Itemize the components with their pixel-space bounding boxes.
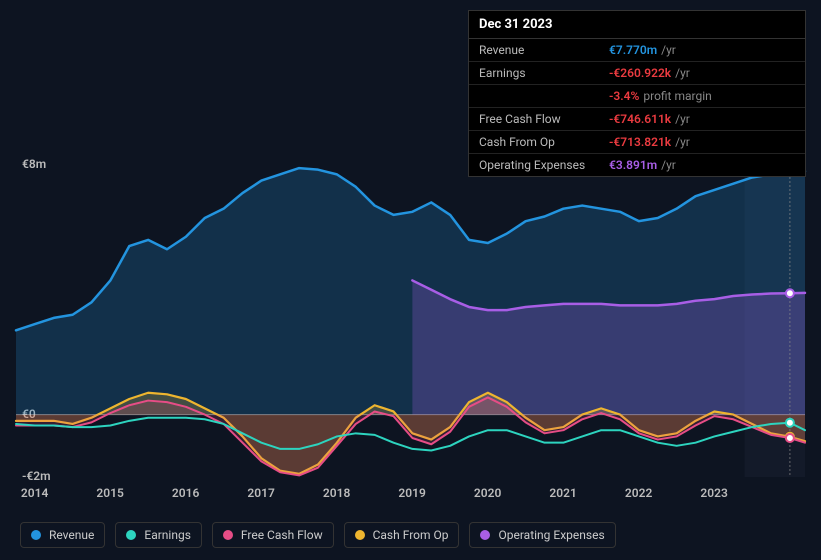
tooltip-row: Free Cash Flow-€746.611k/yr [469,108,805,131]
legend-item-revenue[interactable]: Revenue [20,522,105,548]
legend-label: Revenue [49,528,94,542]
tooltip-metric-suffix: /yr [661,43,676,57]
legend-swatch [355,530,365,540]
legend-item-cash-from-op[interactable]: Cash From Op [344,522,460,548]
tooltip-row: Earnings-€260.922k/yr [469,62,805,85]
tooltip-metric-label: Earnings [479,66,609,80]
legend-label: Operating Expenses [498,528,604,542]
legend-swatch [223,530,233,540]
tooltip-metric-value: -€713.821k [609,135,671,149]
tooltip-metric-value: -3.4% [609,89,639,103]
legend-swatch [480,530,490,540]
legend-label: Free Cash Flow [241,528,323,542]
legend-label: Cash From Op [373,528,449,542]
tooltip-row: Revenue€7.770m/yr [469,39,805,62]
tooltip-metric-suffix: profit margin [643,89,711,103]
tooltip-date: Dec 31 2023 [469,11,805,39]
tooltip-row: Cash From Op-€713.821k/yr [469,131,805,154]
tooltip-metric-value: €7.770m [609,43,657,57]
financial-chart: Dec 31 2023 Revenue€7.770m/yrEarnings-€2… [0,0,821,560]
tooltip-metric-label: Operating Expenses [479,158,609,172]
tooltip-metric-value: -€260.922k [609,66,671,80]
tooltip-metric-suffix: /yr [675,135,690,149]
tooltip-metric-label: Cash From Op [479,135,609,149]
legend-swatch [31,530,41,540]
tooltip-metric-suffix: /yr [675,66,690,80]
tooltip-metric-label [479,89,609,103]
chart-legend: Revenue Earnings Free Cash Flow Cash From O… [20,522,616,548]
tooltip-row: Operating Expenses€3.891m/yr [469,154,805,176]
legend-item-operating-expenses[interactable]: Operating Expenses [469,522,615,548]
tooltip-metric-suffix: /yr [675,112,690,126]
legend-item-earnings[interactable]: Earnings [115,522,202,548]
tooltip-metric-label: Revenue [479,43,609,57]
tooltip-metric-value: €3.891m [609,158,657,172]
hover-dot-free-cash-flow [786,434,794,442]
legend-label: Earnings [144,528,191,542]
hover-dot-operating-expenses [786,289,794,297]
tooltip-metric-suffix: /yr [661,158,676,172]
tooltip-metric-value: -€746.611k [609,112,671,126]
hover-tooltip: Dec 31 2023 Revenue€7.770m/yrEarnings-€2… [468,10,806,177]
tooltip-metric-label: Free Cash Flow [479,112,609,126]
legend-item-free-cash-flow[interactable]: Free Cash Flow [212,522,334,548]
legend-swatch [126,530,136,540]
tooltip-row: -3.4% profit margin [469,85,805,108]
hover-dot-earnings [786,419,794,427]
